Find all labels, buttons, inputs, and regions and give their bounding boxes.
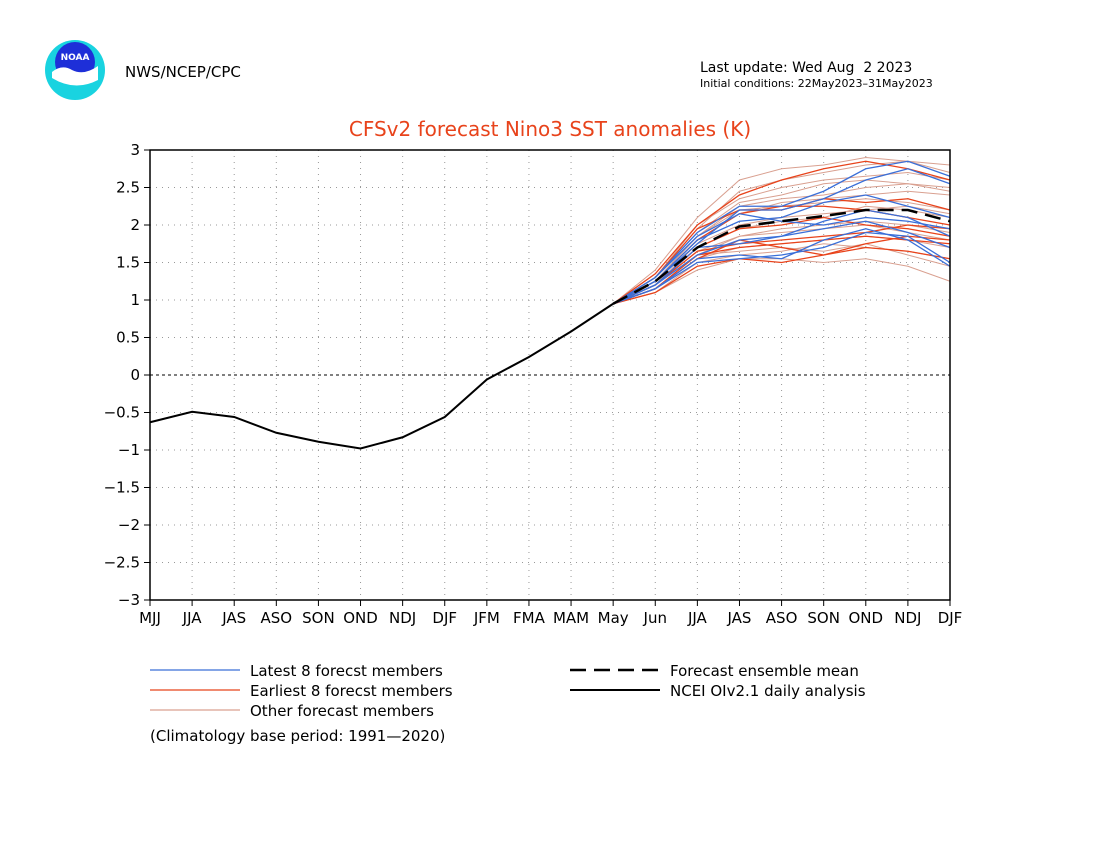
latest-members [612,160,951,305]
x-tick-label: ASO [261,609,293,627]
legend-label-other: Other forecast members [250,702,434,720]
noaa-logo: NOAA [45,40,105,100]
x-tick-label: MJJ [139,609,161,627]
latest-member-line [612,194,951,305]
y-tick-label: −2 [118,516,140,534]
earliest-member-line [612,160,951,305]
y-tick-label: −0.5 [104,404,140,422]
x-tick-label: May [598,609,629,627]
x-tick-label: FMA [513,609,546,627]
x-tick-label: JAS [726,609,751,627]
x-tick-label: SON [302,609,335,627]
legend: Latest 8 forecst members Earliest 8 fore… [150,662,866,720]
legend-label-mean: Forecast ensemble mean [670,662,859,680]
x-tick-label: DJF [938,609,963,627]
chart-title: CFSv2 forecast Nino3 SST anomalies (K) [349,117,751,141]
legend-label-analysis: NCEI OIv2.1 daily analysis [670,682,866,700]
legend-label-latest: Latest 8 forecst members [250,662,443,680]
y-tick-label: −3 [118,591,140,609]
x-tick-label: JJA [687,609,708,627]
y-tick-label: 2 [130,216,140,234]
y-tick-label: 2.5 [116,179,140,197]
y-tick-label: −2.5 [104,554,140,572]
org-label: NWS/NCEP/CPC [125,63,241,81]
initial-conditions: Initial conditions: 22May2023–31May2023 [700,77,933,90]
other-member-line [612,156,951,305]
x-tick-label: OND [849,609,884,627]
other-member-line [612,171,951,305]
x-tick-label: SON [807,609,840,627]
noaa-logo-wave [52,66,98,86]
climatology-footnote: (Climatology base period: 1991—2020) [150,727,445,745]
y-tick-label: 3 [130,141,140,159]
x-tick-label: MAM [553,609,589,627]
last-update: Last update: Wed Aug 2 2023 [700,60,912,76]
y-tick-label: −1 [118,441,140,459]
y-tick-label: 1 [130,291,140,309]
y-tick-label: 0 [130,366,140,384]
x-tick-label: JFM [473,609,500,627]
latest-member-line [612,160,951,305]
latest-member-line [612,213,951,305]
y-tick-label: 0.5 [116,329,140,347]
latest-member-line [612,168,951,305]
x-tick-label: JJA [182,609,203,627]
x-tick-label: OND [343,609,378,627]
y-tick-label: 1.5 [116,254,140,272]
latest-member-line [612,228,951,305]
earliest-member-line [612,235,951,305]
x-tick-label: ASO [766,609,798,627]
noaa-logo-text: NOAA [61,53,90,63]
latest-member-line [612,220,951,305]
y-tick-label: −1.5 [104,479,140,497]
latest-member-line [612,231,951,305]
y-axis: 3 2.5 2 1.5 1 0.5 0 −0.5 −1 −1.5 −2 −2.5 −3 [104,141,150,609]
x-tick-label: Jun [643,609,667,627]
x-tick-label: NDJ [894,609,921,627]
legend-label-earliest: Earliest 8 forecst members [250,682,453,700]
analysis-series-line [149,302,614,450]
x-tick-label: NDJ [389,609,416,627]
analysis-line [149,302,614,450]
x-tick-label: DJF [432,609,457,627]
x-axis: MJJ JJA JAS ASO SON OND NDJ DJF JFM FMA MAM May Jun J… [139,600,962,627]
x-tick-label: JAS [221,609,246,627]
